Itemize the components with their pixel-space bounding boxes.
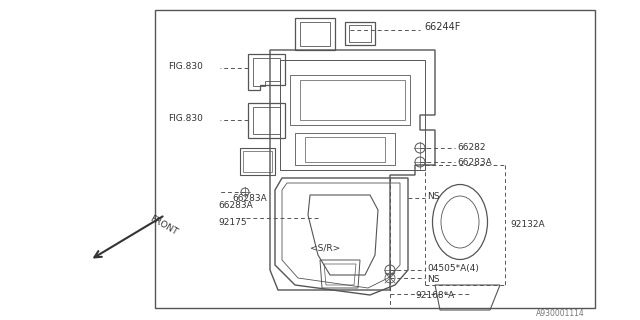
- Text: 66283A: 66283A: [457, 157, 492, 166]
- Text: 66283A: 66283A: [218, 201, 253, 210]
- Text: NS: NS: [427, 191, 440, 201]
- Text: 66244F: 66244F: [424, 22, 460, 32]
- Polygon shape: [155, 10, 595, 308]
- Text: A930001114: A930001114: [536, 308, 585, 317]
- Text: 66283A: 66283A: [232, 194, 267, 203]
- Text: <S/R>: <S/R>: [310, 244, 340, 252]
- Text: 92175: 92175: [218, 218, 246, 227]
- Text: FIG.830: FIG.830: [168, 114, 203, 123]
- Text: FIG.830: FIG.830: [168, 61, 203, 70]
- Text: 66282: 66282: [457, 142, 486, 151]
- Text: FRONT: FRONT: [148, 213, 179, 236]
- Text: 92168*A: 92168*A: [415, 292, 454, 300]
- Text: 04505*A(4): 04505*A(4): [427, 263, 479, 273]
- Text: 92132A: 92132A: [510, 220, 545, 228]
- Text: NS: NS: [427, 276, 440, 284]
